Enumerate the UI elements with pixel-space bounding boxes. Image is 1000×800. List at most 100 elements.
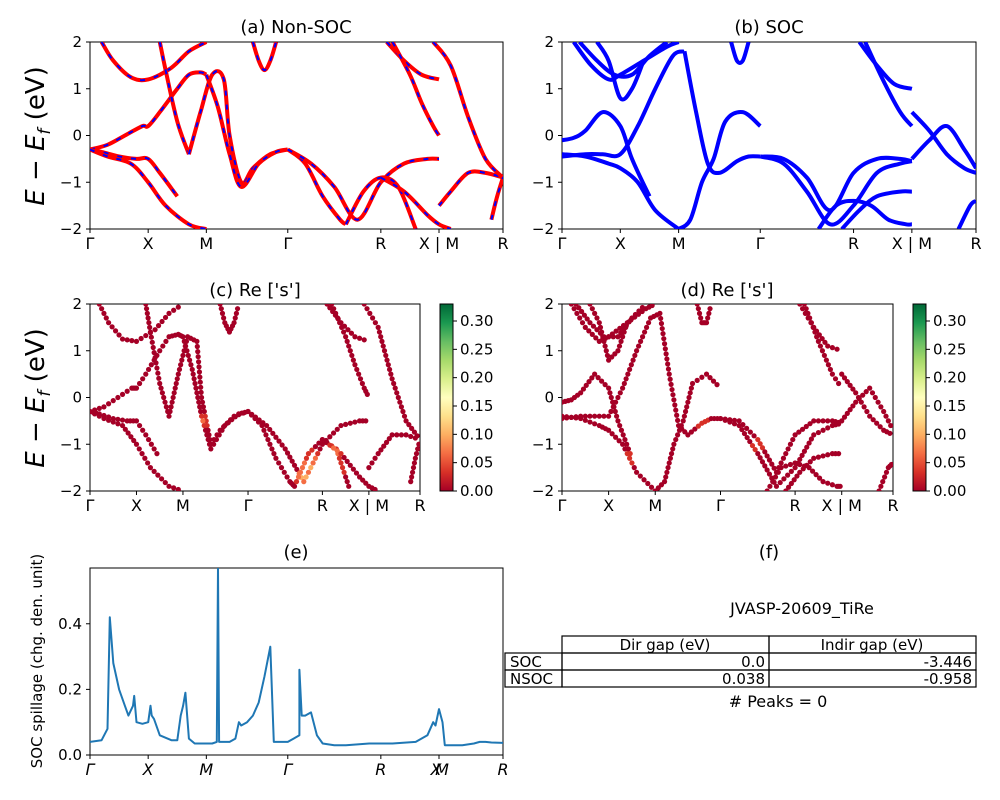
band-point [105,401,112,407]
band-point [299,465,306,471]
band-point [674,412,680,418]
band-point [191,376,197,382]
band-point [626,455,633,461]
band-point [717,415,724,422]
x-tick-label: R [970,234,981,253]
band-point [303,455,310,461]
band-point [149,339,155,345]
band-point [876,488,882,491]
band-point [352,419,358,425]
x-tick-label: Γ [716,496,725,515]
x-tick-label: X | M [892,234,932,253]
x-tick-label: Γ [756,234,765,253]
band-point [343,474,349,480]
band-point [672,402,678,408]
y-tick-label: −2 [532,220,554,238]
band-point [613,434,619,440]
band-point [624,451,630,457]
band-point [205,436,211,443]
x-tick-label: X [603,496,614,515]
band-point [221,315,227,321]
band-point [601,413,607,419]
band-point [596,320,602,326]
band-point [411,460,418,466]
band-point [595,375,601,381]
ylabel-sub: f [35,388,55,397]
band-point [315,451,321,457]
band-point [392,385,398,391]
band-point [741,430,748,437]
band-point [269,446,275,452]
band-point [620,441,626,447]
band-point [367,310,373,316]
band-point [195,354,201,360]
band-point [639,304,646,311]
x-tick-label: Γ [244,496,253,515]
band-point [136,380,143,387]
band-point [736,418,742,424]
band-point [808,320,815,326]
colorbar-tick-label: 0.05 [933,454,966,472]
y-tick-label: 1 [544,80,554,98]
band-point [406,422,412,428]
band-point [773,483,780,489]
band-point [666,371,672,377]
band-point [615,394,621,401]
x-tick-label: X [142,760,155,779]
band-point [769,461,775,467]
band-point [154,451,160,457]
band-point [142,455,148,461]
band-point [327,442,333,448]
band-point [333,310,339,316]
band-point [383,439,390,445]
band-point [217,304,223,307]
band-point [822,339,828,345]
x-tick-label: Γ [86,496,95,515]
band-point [343,421,349,427]
band-point [170,394,176,401]
band-point [592,310,598,316]
band-point [850,386,856,392]
y-tick-label: 2 [72,295,82,313]
band-point [792,465,798,471]
band-point [361,337,367,343]
band-point [799,306,806,312]
band-point [409,469,416,475]
band-point [658,320,665,327]
band-point [316,440,322,446]
band-point [334,426,340,432]
band-point [110,419,116,425]
band-point [827,366,833,373]
band-point [621,329,627,335]
band-point [622,436,628,443]
ylabel-sub: f [35,126,55,135]
band-point [143,432,149,438]
band-point [759,445,766,451]
x-tick-label: M [199,760,213,779]
colorbar-tick-label: 0.15 [933,397,966,415]
y-tick-label: 0 [544,389,554,407]
colorbar-d: 0.00 0.05 0.10 0.15 0.20 0.25 0.30 [912,303,966,500]
band-point [346,483,352,489]
band-point [751,433,757,439]
band-point [736,422,742,429]
band-point [635,343,642,349]
band-point [308,465,314,471]
band-point [882,474,888,480]
band-point [352,362,358,368]
band-point [202,413,208,419]
x-tick-label: R [497,760,508,779]
band-point [836,451,842,457]
band-point [386,366,393,373]
band-point [154,365,160,371]
colorbar-tick-label: 0.30 [460,312,493,330]
band-point [616,343,623,349]
band-point [163,338,169,344]
x-tick-label: Γ [86,760,96,779]
band-point [599,329,605,335]
band-point [376,329,383,335]
band-point [267,426,273,433]
table-row-label-soc: SOC [510,653,542,671]
band-point [692,426,698,432]
gap-table-panel: JVASP-20609_TiRe Dir gap (eV) Indir gap … [504,599,977,711]
